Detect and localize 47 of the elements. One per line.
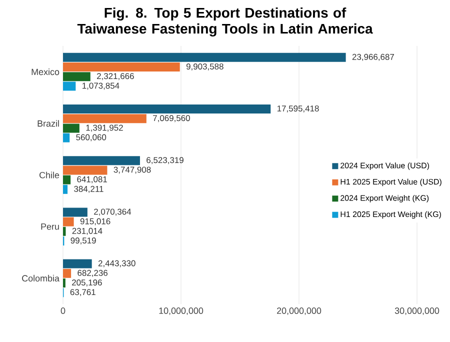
data-label: 3,747,908 [114,166,151,174]
data-label: 1,391,952 [86,124,123,132]
x-tick-label: 0 [60,308,66,314]
data-label: 1,073,854 [82,82,120,90]
data-label: 231,014 [72,228,102,235]
bar [63,72,90,82]
bar [63,104,271,114]
data-label: 682,236 [78,270,108,277]
x-tick-label: 10,000,000 [159,308,204,315]
bar [63,217,74,226]
data-label: 2,321,666 [97,73,134,80]
bar [63,259,92,268]
data-label: 9,903,588 [186,64,224,70]
bar [63,184,68,194]
x-tick-label: 20,000,000 [277,308,322,315]
bar [63,124,80,133]
bar [63,208,88,217]
y-tick-label: Chile [40,172,60,178]
data-label: 23,966,687 [352,54,394,61]
bar [63,62,180,72]
bar [63,175,71,184]
data-label: 384,211 [74,186,104,193]
bar [63,82,76,91]
y-tick-label: Brazil [38,120,59,127]
data-label: 560,060 [76,134,106,142]
data-label: 2,070,364 [94,208,132,216]
bar [63,166,108,175]
bar [63,268,72,278]
bar [63,133,70,142]
data-label: 641,081 [77,176,107,184]
data-label: 99,519 [70,238,96,244]
data-label: 915,016 [80,218,110,226]
data-label: 2,443,330 [98,260,136,268]
y-tick-label: Peru [41,223,59,230]
y-tick-label: Mexico [32,68,60,76]
data-label: 7,069,560 [153,115,190,122]
bar [63,156,140,166]
bar [63,52,346,62]
bar [63,114,146,124]
data-label: 63,761 [70,289,96,296]
x-tick-label: 30,000,000 [394,308,440,315]
data-label: 205,196 [72,280,102,286]
y-tick-label: Colombia [22,274,60,282]
chart-title: Fig. 8. Top 5 Export Destinations of Taiwanese Fastening Tools in Latin America [77,7,373,36]
data-label: 6,523,319 [146,157,184,164]
data-label: 17,595,418 [277,106,319,112]
bar [63,226,66,236]
